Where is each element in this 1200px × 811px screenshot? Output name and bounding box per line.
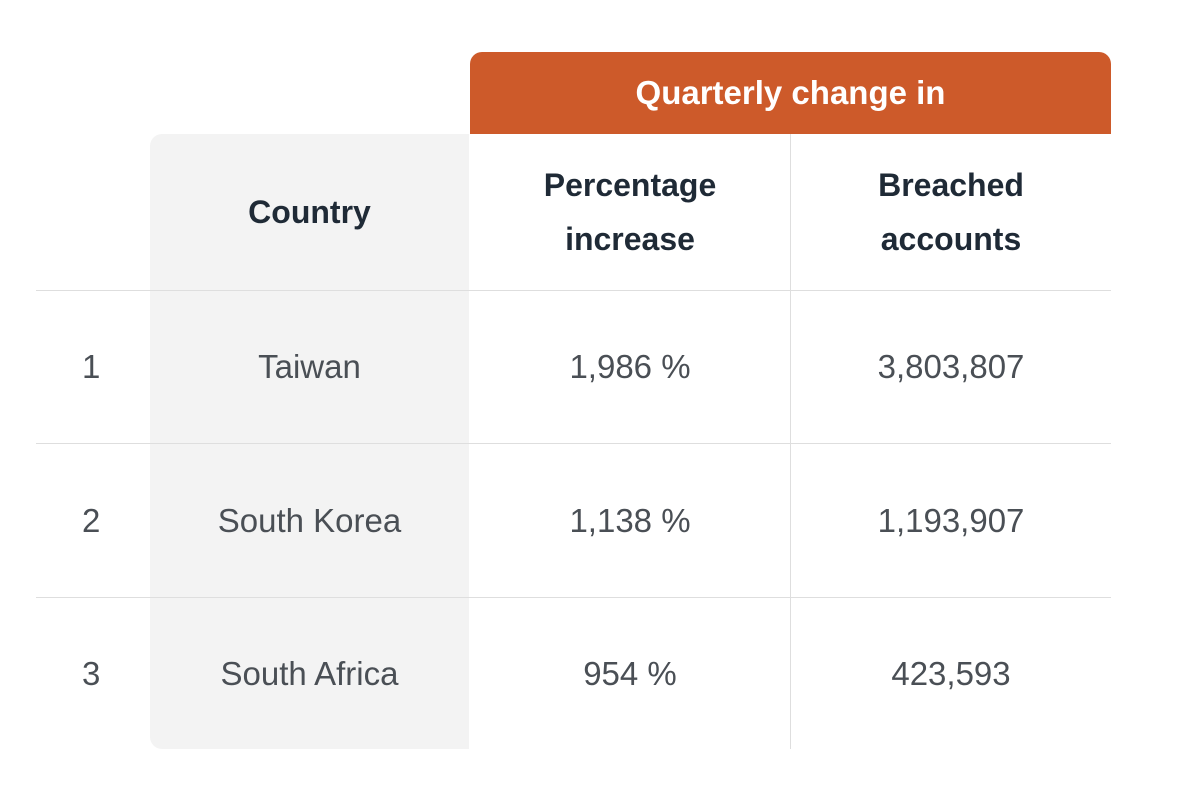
country-cell: South Africa <box>220 655 399 692</box>
row-divider <box>36 597 1111 598</box>
header-breached-label: Breached accounts <box>878 167 1024 257</box>
country-cell: Taiwan <box>258 348 361 385</box>
percentage-cell: 954 % <box>583 655 677 692</box>
rank-cell: 2 <box>82 501 101 539</box>
header-country: Country <box>150 134 469 290</box>
country-cell: South Korea <box>217 501 402 539</box>
percentage-cell: 1,986 % <box>569 348 691 385</box>
group-header: Quarterly change in <box>470 52 1111 134</box>
header-country-label: Country <box>248 194 371 230</box>
row-divider <box>36 443 1111 444</box>
header-percentage: Percentage increase <box>490 134 770 290</box>
header-percentage-label: Percentage increase <box>543 167 717 257</box>
row-divider <box>36 290 1111 291</box>
rank-cell: 1 <box>82 348 101 385</box>
column-divider <box>790 134 791 749</box>
percentage-cell: 1,138 % <box>569 501 691 539</box>
rank-cell: 3 <box>82 655 101 692</box>
country-column-background <box>150 134 469 749</box>
breached-cell: 1,193,907 <box>877 501 1025 539</box>
breached-cell: 423,593 <box>891 655 1011 692</box>
group-header-label: Quarterly change in <box>635 74 946 111</box>
breached-cell: 3,803,807 <box>877 348 1025 385</box>
header-breached: Breached accounts <box>811 134 1091 290</box>
